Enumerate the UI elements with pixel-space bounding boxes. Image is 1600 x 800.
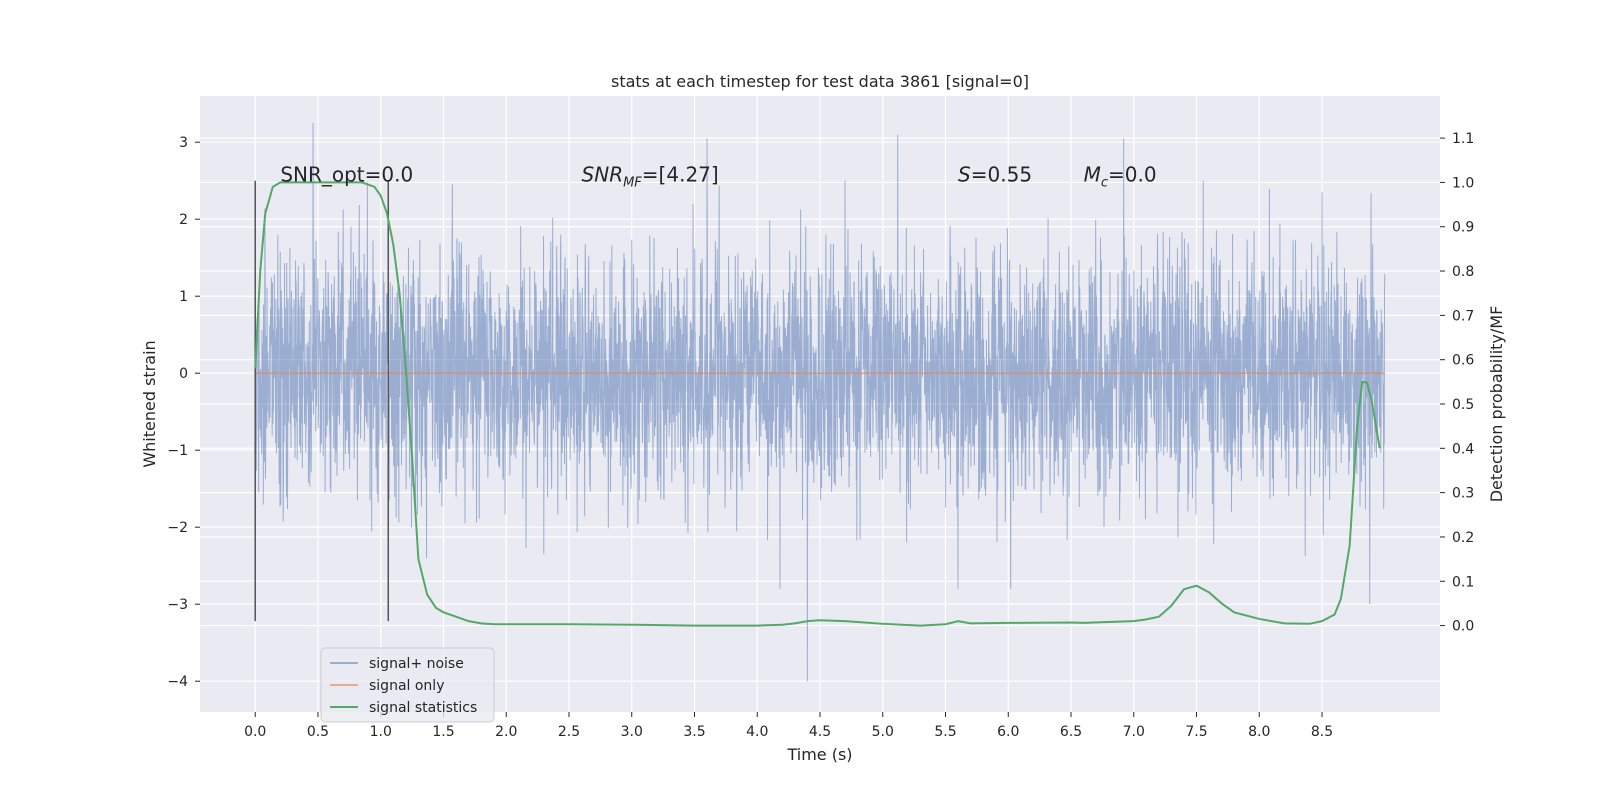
y-tick-labels: 3 2 1 0 −1 −2 −3 −4 (167, 135, 200, 690)
y2-tick-label: 0.0 (1452, 619, 1474, 635)
x-tick-labels: 0.0 0.5 1.0 1.5 2.0 2.5 3.0 3.5 4.0 4.5 5.0 5.5 6.0 6… (244, 712, 1333, 740)
annotation-3: Mc=0.0 (1084, 162, 1157, 190)
x-tick-label: 2.5 (558, 724, 580, 740)
annotations: SNR_opt=0.0 SNRMF=[4.27] S=0.55 Mc=0.0 (280, 162, 1156, 190)
legend: signal+ noise signal only signal statist… (320, 647, 495, 723)
x-tick-label: 3.5 (683, 724, 705, 740)
x-tick-label: 4.5 (809, 724, 831, 740)
x-tick-label: 3.0 (621, 724, 643, 740)
x-tick-label: 7.0 (1123, 724, 1145, 740)
x-tick-label: 8.5 (1311, 724, 1333, 740)
y2-tick-label: 0.8 (1452, 264, 1474, 280)
chart-title: stats at each timestep for test data 386… (611, 72, 1029, 91)
x-tick-label: 8.0 (1248, 724, 1270, 740)
y2-tick-label: 0.2 (1452, 530, 1474, 546)
y-tick-label: 1 (179, 289, 188, 305)
y-axis-label: Whitened strain (140, 340, 159, 467)
x-tick-label: 0.0 (244, 724, 266, 740)
statistics-line (254, 181, 1381, 627)
series-signal-noise (254, 122, 1386, 682)
x-tick-label: 6.0 (997, 724, 1019, 740)
x-axis-label: Time (s) (786, 745, 852, 764)
x-tick-label: 1.5 (432, 724, 454, 740)
y2-axis-label: Detection probability/MF (1487, 306, 1506, 503)
x-tick-label: 2.0 (495, 724, 517, 740)
y2-tick-label: 1.1 (1452, 131, 1474, 147)
y-tick-label: −2 (167, 520, 188, 536)
y2-tick-label: 0.4 (1452, 441, 1474, 457)
legend-entry-signal-only: signal only (369, 678, 444, 694)
y2-tick-labels: 1.1 1.0 0.9 0.8 0.7 0.6 0.5 0.4 0.3 0.2 0.1 0.0 (1440, 131, 1474, 635)
x-tick-label: 1.0 (370, 724, 392, 740)
y2-tick-label: 0.1 (1452, 574, 1474, 590)
y-tick-label: 0 (179, 366, 188, 382)
x-tick-label: 4.0 (746, 724, 768, 740)
y-tick-label: −4 (167, 674, 188, 690)
noise-trace (254, 122, 1386, 682)
x-tick-label: 7.5 (1185, 724, 1207, 740)
vertical-markers (254, 180, 390, 622)
y-tick-label: 3 (179, 135, 188, 151)
x-tick-label: 5.5 (934, 724, 956, 740)
annotation-1: SNRMF=[4.27] (582, 162, 719, 190)
annotation-0: SNR_opt=0.0 (280, 162, 413, 186)
legend-entry-signal-noise: signal+ noise (369, 656, 464, 672)
y2-tick-label: 1.0 (1452, 175, 1474, 191)
series-signal-statistics (254, 181, 1381, 627)
y-tick-label: −3 (167, 597, 188, 613)
y2-tick-label: 0.6 (1452, 353, 1474, 369)
y-tick-label: 2 (179, 212, 188, 228)
x-tick-label: 6.5 (1060, 724, 1082, 740)
legend-box (320, 647, 495, 723)
y2-tick-label: 0.3 (1452, 486, 1474, 502)
legend-entry-signal-statistics: signal statistics (369, 700, 477, 716)
annotation-2: S=0.55 (958, 162, 1032, 186)
y-tick-label: −1 (167, 443, 188, 459)
y2-tick-label: 0.7 (1452, 308, 1474, 324)
x-tick-label: 5.0 (872, 724, 894, 740)
y2-tick-label: 0.5 (1452, 397, 1474, 413)
y2-tick-label: 0.9 (1452, 220, 1474, 236)
x-tick-label: 0.5 (307, 724, 329, 740)
